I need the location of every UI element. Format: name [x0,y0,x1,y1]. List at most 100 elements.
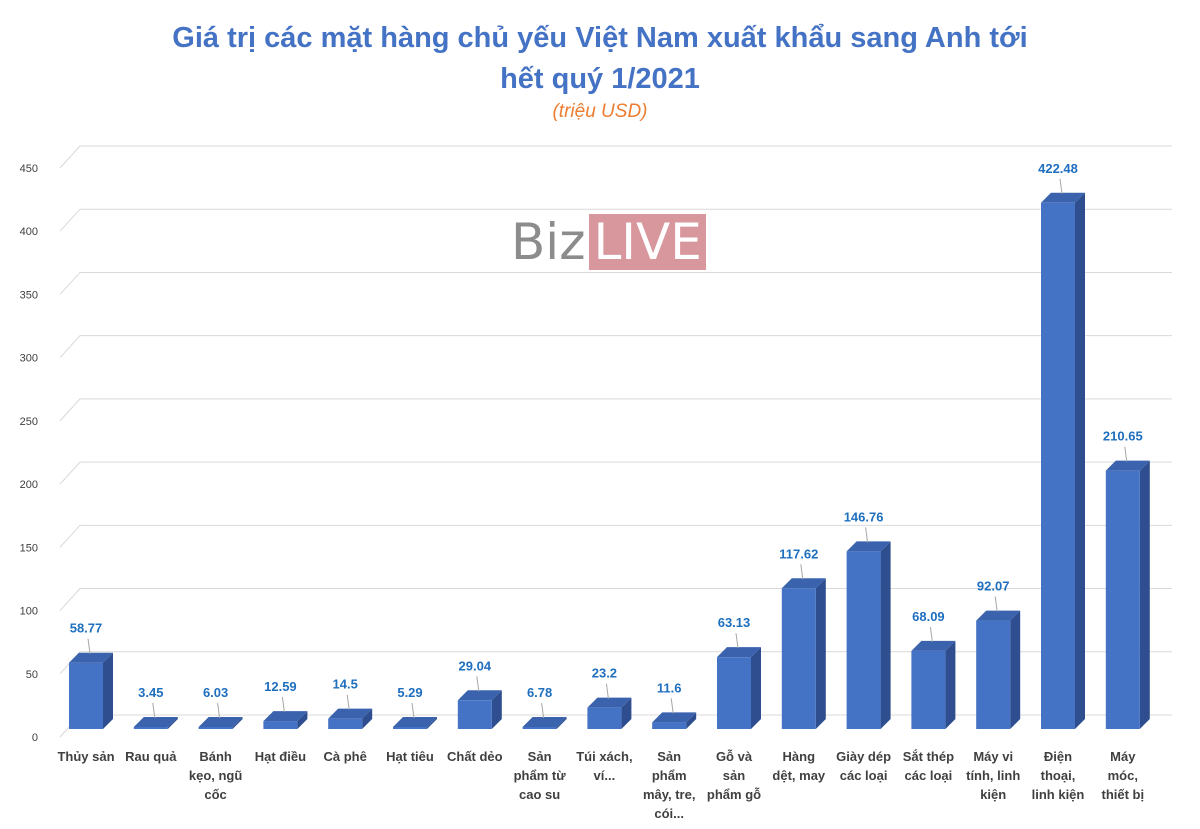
bar [69,662,103,729]
x-category-label: Thủy sản [57,749,114,764]
y-tick-label: 300 [20,353,38,365]
bar-side [1010,610,1021,729]
y-tick-label: 400 [20,226,38,238]
x-category-label: Máy vi tính, linh kiện [966,749,1020,802]
x-category-label: Hạt tiêu [386,749,434,764]
bar [976,620,1011,729]
bar [781,588,816,729]
bar-group [1041,192,1085,730]
bar-side [362,708,373,729]
chart-title: Giá trị các mặt hàng chủ yếu Việt Nam xu… [0,18,1200,100]
data-label-leader [605,683,609,699]
bar [198,727,233,729]
bar [717,657,751,729]
x-category-label-line: kiện [980,787,1006,802]
bar-side [491,690,502,729]
bar-side [232,717,243,729]
bar-top [133,717,178,727]
bar [652,722,687,729]
x-category-label-line: cói... [654,806,684,821]
bar-top [457,690,502,701]
bar-side [621,697,632,729]
data-label: 29.04 [459,658,492,673]
bizlive-watermark-logo: Biz LIVE [511,214,706,270]
data-label: 12.59 [264,679,297,694]
bar-group [652,712,697,729]
bar [457,700,492,729]
y-tick-label: 0 [32,732,38,744]
bar-top [393,717,437,727]
data-label-leader [152,702,156,719]
bar-group [198,717,243,729]
bar-side [686,712,697,729]
x-category-label-line: Gỗ và [716,749,753,764]
chart-unit-label: (triệu USD) [552,101,648,122]
bar-side [427,717,437,729]
bar-group [717,647,761,729]
x-category-label: Giày dép các loại [836,749,891,783]
bar-group [457,690,502,729]
x-category-label: Bánh kẹo, ngũ cốc [189,749,243,802]
bar-top [652,712,697,723]
x-category-label-line: Rau quả [125,749,177,764]
bar-side [297,711,308,729]
data-label-leader [929,626,933,642]
x-category-label-line: sản [723,768,745,783]
bar-group [1105,460,1150,729]
x-category-label: Điện thoại, linh kiện [1032,749,1085,802]
y-tick-label: 350 [20,289,38,301]
watermark-biz: Biz [511,213,586,271]
bar-group [69,652,113,729]
gridline [59,271,1172,295]
x-category-label-line: Chất dẻo [447,749,503,764]
y-tick-label: 50 [26,669,38,681]
x-category-label-line: Giày dép [836,749,891,764]
y-tick-label: 100 [20,606,38,618]
bar-top [911,640,956,651]
data-label-leader [411,702,415,719]
data-label-leader [670,698,674,714]
gridline [59,398,1172,422]
y-tick-label: 250 [20,416,38,428]
bar-side [945,640,956,729]
data-label-leader [1124,446,1128,462]
x-category-label-line: cốc [204,787,226,802]
bar [133,727,168,729]
x-category-label-line: các loại [905,768,953,783]
bar-group [587,697,632,729]
bar-group [781,578,826,729]
bar-top [1041,192,1085,203]
data-label: 11.6 [657,680,682,695]
data-label-leader [541,702,545,719]
bar-side [815,578,826,729]
data-label: 3.45 [138,685,163,700]
gridline [59,145,1172,169]
data-label-leader [87,638,91,654]
bar-side [167,717,178,729]
x-category-label: Gỗ và sản phẩm gỗ [707,749,761,802]
bar-side [751,647,761,729]
data-label: 6.78 [527,685,552,700]
bar-side [1139,460,1150,729]
bar-top [263,711,308,722]
y-tick-label: 200 [20,479,38,491]
bar-side [556,717,567,729]
data-label: 68.09 [912,609,945,624]
x-category-label-line: Hạt điều [255,749,306,764]
x-category-label-line: Túi xách, [576,749,632,764]
data-label: 422.48 [1038,161,1078,176]
data-label-leader [281,697,285,713]
x-category-label: Rau quả [125,749,177,764]
data-label-leader [346,694,350,710]
x-category-label-line: linh kiện [1032,787,1085,802]
bar-top [328,708,373,719]
x-category-label-line: phẩm [652,768,687,783]
x-category-label-line: các loại [840,768,888,783]
bar [911,650,946,729]
x-category-label-line: Hàng [783,749,816,764]
data-label-leader [217,702,221,719]
bar-side [103,652,113,729]
bar [328,718,363,729]
bar-group [328,708,373,729]
